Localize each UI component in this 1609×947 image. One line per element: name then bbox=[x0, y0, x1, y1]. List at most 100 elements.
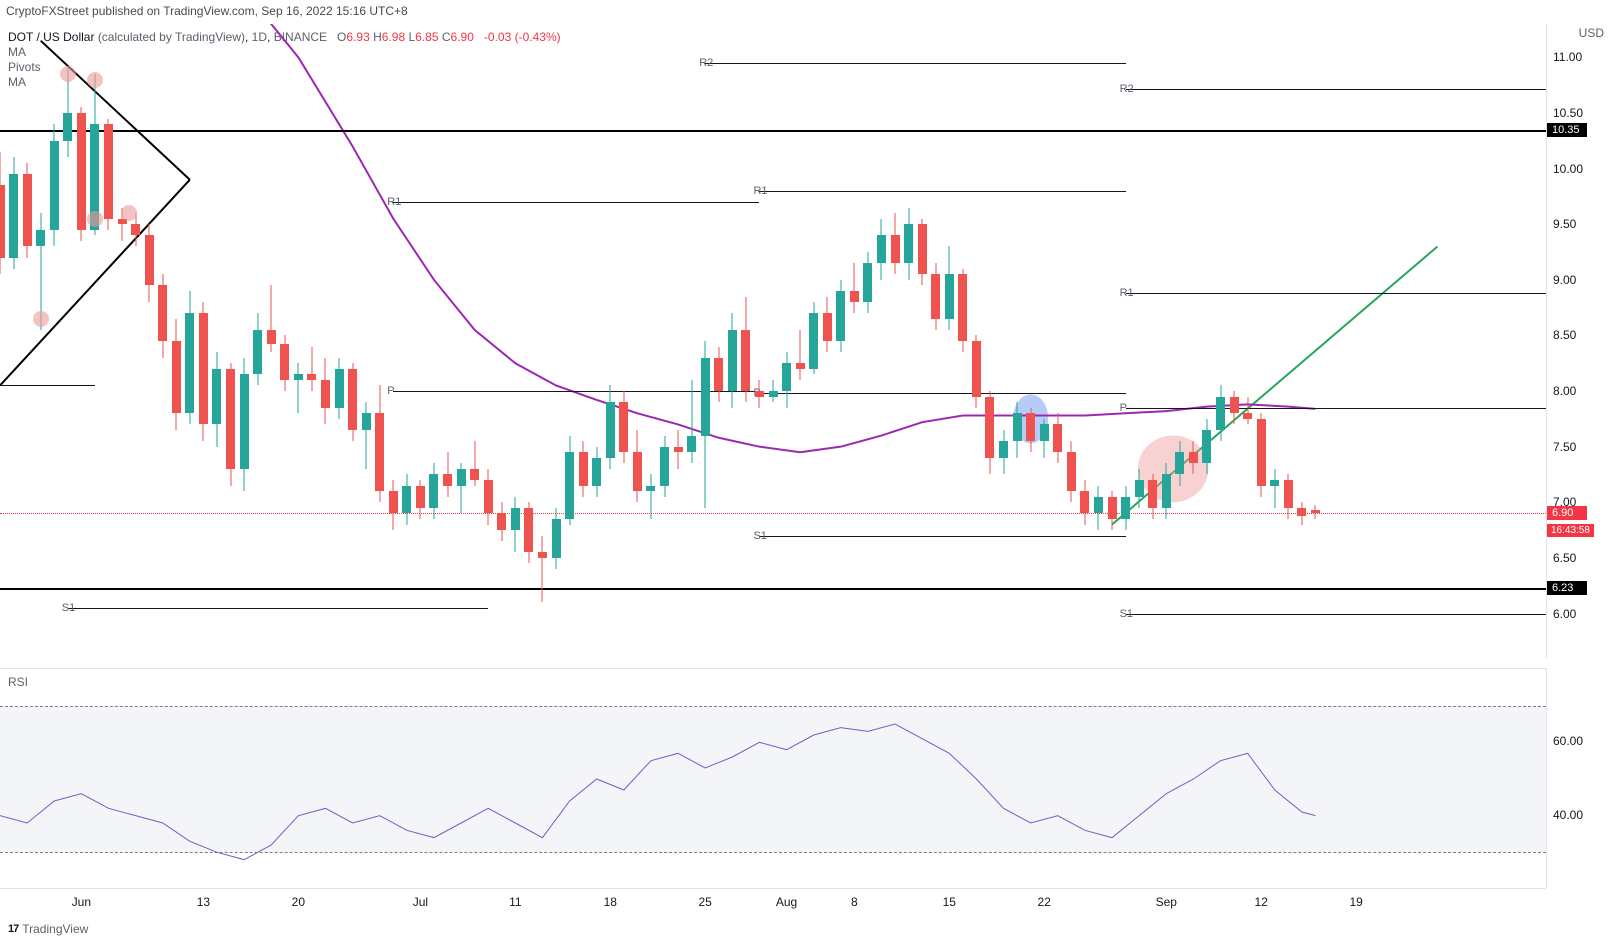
candle[interactable] bbox=[674, 24, 683, 658]
rsi-pane[interactable]: RSI bbox=[0, 668, 1546, 889]
candle[interactable] bbox=[592, 24, 601, 658]
candle[interactable] bbox=[321, 24, 330, 658]
candle[interactable] bbox=[212, 24, 221, 658]
candle[interactable] bbox=[1257, 24, 1266, 658]
candle[interactable] bbox=[1162, 24, 1171, 658]
candle[interactable] bbox=[118, 24, 127, 658]
candle[interactable] bbox=[1202, 24, 1211, 658]
candle[interactable] bbox=[1297, 24, 1306, 658]
candle[interactable] bbox=[443, 24, 452, 658]
candle[interactable] bbox=[796, 24, 805, 658]
candle[interactable] bbox=[497, 24, 506, 658]
candle[interactable] bbox=[863, 24, 872, 658]
candle[interactable] bbox=[1040, 24, 1049, 658]
pattern-dot[interactable] bbox=[60, 66, 76, 82]
candle[interactable] bbox=[809, 24, 818, 658]
candle[interactable] bbox=[755, 24, 764, 658]
candle[interactable] bbox=[850, 24, 859, 658]
candle[interactable] bbox=[1026, 24, 1035, 658]
candle[interactable] bbox=[1175, 24, 1184, 658]
candle[interactable] bbox=[335, 24, 344, 658]
candle[interactable] bbox=[484, 24, 493, 658]
candle[interactable] bbox=[836, 24, 845, 658]
candle[interactable] bbox=[931, 24, 940, 658]
candle[interactable] bbox=[240, 24, 249, 658]
candle[interactable] bbox=[1284, 24, 1293, 658]
pattern-dot[interactable] bbox=[87, 211, 103, 227]
candle[interactable] bbox=[1189, 24, 1198, 658]
candle[interactable] bbox=[552, 24, 561, 658]
candle[interactable] bbox=[199, 24, 208, 658]
candle[interactable] bbox=[77, 24, 86, 658]
candle[interactable] bbox=[145, 24, 154, 658]
candle[interactable] bbox=[687, 24, 696, 658]
candle[interactable] bbox=[945, 24, 954, 658]
candle[interactable] bbox=[402, 24, 411, 658]
candle[interactable] bbox=[36, 24, 45, 658]
candle[interactable] bbox=[999, 24, 1008, 658]
candle[interactable] bbox=[185, 24, 194, 658]
candle[interactable] bbox=[1094, 24, 1103, 658]
pattern-dot[interactable] bbox=[87, 72, 103, 88]
candle[interactable] bbox=[389, 24, 398, 658]
candle[interactable] bbox=[1243, 24, 1252, 658]
candle[interactable] bbox=[267, 24, 276, 658]
candle[interactable] bbox=[823, 24, 832, 658]
candle[interactable] bbox=[362, 24, 371, 658]
time-axis[interactable]: Jun1320Jul111825Aug81522Sep1219 bbox=[0, 888, 1546, 919]
candle[interactable] bbox=[714, 24, 723, 658]
candle[interactable] bbox=[1230, 24, 1239, 658]
candle[interactable] bbox=[63, 24, 72, 658]
candle[interactable] bbox=[0, 24, 5, 658]
candle[interactable] bbox=[701, 24, 710, 658]
candle[interactable] bbox=[1216, 24, 1225, 658]
candle[interactable] bbox=[565, 24, 574, 658]
candle[interactable] bbox=[172, 24, 181, 658]
pattern-dot[interactable] bbox=[121, 205, 137, 221]
candle[interactable] bbox=[782, 24, 791, 658]
candle[interactable] bbox=[646, 24, 655, 658]
candle[interactable] bbox=[294, 24, 303, 658]
candle[interactable] bbox=[619, 24, 628, 658]
candle[interactable] bbox=[104, 24, 113, 658]
candle[interactable] bbox=[918, 24, 927, 658]
candle[interactable] bbox=[416, 24, 425, 658]
candle[interactable] bbox=[633, 24, 642, 658]
candle[interactable] bbox=[280, 24, 289, 658]
candle[interactable] bbox=[307, 24, 316, 658]
candle[interactable] bbox=[538, 24, 547, 658]
candle[interactable] bbox=[606, 24, 615, 658]
candle[interactable] bbox=[429, 24, 438, 658]
candle[interactable] bbox=[470, 24, 479, 658]
candle[interactable] bbox=[348, 24, 357, 658]
candle[interactable] bbox=[958, 24, 967, 658]
candle[interactable] bbox=[877, 24, 886, 658]
candle[interactable] bbox=[1148, 24, 1157, 658]
rsi-axis[interactable]: 60.0040.00 bbox=[1546, 668, 1609, 888]
candle[interactable] bbox=[1067, 24, 1076, 658]
candle[interactable] bbox=[90, 24, 99, 658]
candle[interactable] bbox=[375, 24, 384, 658]
candle[interactable] bbox=[158, 24, 167, 658]
candle[interactable] bbox=[23, 24, 32, 658]
candle[interactable] bbox=[1311, 24, 1320, 658]
candle[interactable] bbox=[1270, 24, 1279, 658]
candle[interactable] bbox=[660, 24, 669, 658]
candle[interactable] bbox=[9, 24, 18, 658]
candle[interactable] bbox=[524, 24, 533, 658]
price-chart-pane[interactable]: R2R2R1R1R1PPPS1S1S1 bbox=[0, 24, 1546, 658]
candle[interactable] bbox=[50, 24, 59, 658]
candle[interactable] bbox=[1080, 24, 1089, 658]
candle[interactable] bbox=[457, 24, 466, 658]
candle[interactable] bbox=[985, 24, 994, 658]
ma-line[interactable] bbox=[0, 24, 1315, 452]
price-axis[interactable]: USD 11.0010.5010.009.509.008.508.007.507… bbox=[1546, 24, 1609, 658]
candle[interactable] bbox=[511, 24, 520, 658]
candle[interactable] bbox=[1135, 24, 1144, 658]
candle[interactable] bbox=[226, 24, 235, 658]
candle[interactable] bbox=[769, 24, 778, 658]
candle[interactable] bbox=[1108, 24, 1117, 658]
candle[interactable] bbox=[1013, 24, 1022, 658]
candle[interactable] bbox=[741, 24, 750, 658]
candle[interactable] bbox=[1121, 24, 1130, 658]
